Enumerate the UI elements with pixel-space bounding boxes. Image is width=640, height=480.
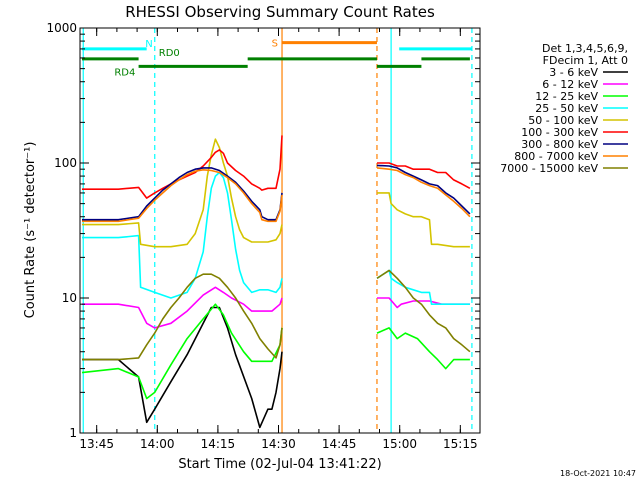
chart-title: RHESSI Observing Summary Count Rates	[125, 3, 435, 21]
flag-label-rd4: RD4	[114, 67, 135, 78]
series-line-800-7000-kev-1	[376, 167, 471, 218]
legend-entry-label: 3 - 6 keV	[549, 66, 598, 79]
series-line-12-25-kev-1	[376, 327, 470, 370]
y-tick-label: 100	[54, 156, 77, 170]
legend-entry-label: 12 - 25 keV	[535, 90, 598, 103]
plot-frame	[79, 27, 481, 434]
series-line-800-7000-kev-0	[82, 169, 283, 223]
x-tick-label: 14:15	[201, 437, 236, 451]
x-tick-label: 14:30	[261, 437, 296, 451]
legend: Det 1,3,4,5,6,9,FDecim 1, Att 03 - 6 keV…	[500, 42, 628, 175]
series-line-300-800-kev-0	[82, 167, 283, 221]
legend-entry-label: 100 - 300 keV	[521, 126, 598, 139]
flag-label-n: N	[145, 39, 152, 50]
flag-label-s: S	[272, 39, 278, 50]
legend-entry-label: 6 - 12 keV	[542, 78, 598, 91]
x-tick-label: 14:00	[140, 437, 175, 451]
series-line-6-12-kev-0	[82, 286, 283, 329]
series-line-100-300-kev-0	[82, 135, 283, 199]
series-line-50-100-kev-1	[377, 192, 470, 248]
legend-entry-label: 800 - 7000 keV	[514, 150, 598, 163]
legend-header-line-1: FDecim 1, Att 0	[543, 54, 628, 67]
y-tick-label: 10	[62, 291, 77, 305]
y-tick-label: 1000	[46, 21, 77, 35]
legend-entry-label: 300 - 800 keV	[521, 138, 598, 151]
series-line-300-800-kev-1	[376, 164, 471, 215]
render-timestamp: 18-Oct-2021 10:47	[560, 469, 636, 478]
flag-label-rd0: RD0	[159, 48, 180, 59]
series-line-25-50-kev-1	[376, 269, 470, 306]
series-line-12-25-kev-0	[81, 303, 283, 400]
x-axis-label: Start Time (02-Jul-04 13:41:22)	[178, 457, 381, 472]
legend-entry-label: 7000 - 15000 keV	[500, 162, 598, 175]
x-tick-label: 13:45	[79, 437, 114, 451]
x-tick-label: 14:45	[322, 437, 357, 451]
x-tick-label: 15:00	[382, 437, 417, 451]
series-line-7000-15000-kev-1	[376, 269, 471, 353]
series-line-7000-15000-kev-0	[82, 273, 283, 361]
series-line-50-100-kev-0	[82, 138, 283, 248]
legend-entry-label: 25 - 50 keV	[535, 102, 598, 115]
legend-entry-label: 50 - 100 keV	[528, 114, 598, 127]
series-line-100-300-kev-1	[377, 162, 471, 190]
series-line-3-6-kev-0	[82, 306, 283, 429]
y-axis-label: Count Rate (s⁻¹ detector⁻¹)	[23, 142, 38, 319]
x-tick-label: 15:15	[443, 437, 478, 451]
legend-header-line-0: Det 1,3,4,5,6,9,	[542, 42, 628, 55]
y-tick-label: 1	[69, 426, 77, 440]
